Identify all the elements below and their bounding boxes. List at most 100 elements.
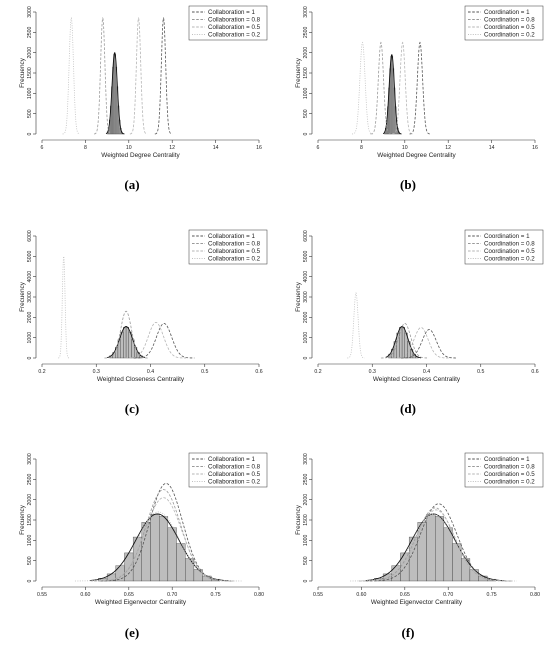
density-curve-series-4 bbox=[58, 254, 70, 359]
density-curve-series-2 bbox=[380, 323, 429, 359]
x-tick-label: 0.5 bbox=[477, 369, 484, 375]
y-tick-label: 0 bbox=[303, 356, 309, 359]
panel-caption: (b) bbox=[400, 177, 416, 192]
y-tick-label: 2500 bbox=[27, 26, 33, 38]
legend-entry: Coordination = 0.8 bbox=[484, 241, 535, 248]
legend-entry: Collaboration = 0.8 bbox=[208, 464, 261, 471]
y-axis-label: Frecuency bbox=[295, 281, 302, 312]
y-tick-label: 0 bbox=[27, 356, 33, 359]
y-tick-label: 500 bbox=[27, 109, 33, 118]
legend-entry: Collaboration = 0.5 bbox=[208, 248, 261, 255]
y-tick-label: 0 bbox=[27, 579, 33, 582]
density-curve-series-1 bbox=[154, 16, 173, 135]
y-axis-label: Frecuency bbox=[19, 57, 26, 88]
histogram-bar bbox=[125, 326, 129, 359]
legend-entry: Collaboration = 1 bbox=[208, 456, 256, 463]
x-tick-label: 8 bbox=[360, 145, 363, 151]
y-tick-label: 500 bbox=[27, 556, 33, 565]
y-tick-label: 500 bbox=[303, 109, 309, 118]
y-tick-label: 3000 bbox=[303, 453, 309, 465]
x-tick-label: 0.75 bbox=[211, 592, 221, 598]
x-tick-label: 0.2 bbox=[314, 369, 321, 375]
y-tick-label: 0 bbox=[303, 579, 309, 582]
legend-entry: Collaboration = 0.5 bbox=[208, 24, 261, 31]
histogram-bar bbox=[167, 527, 177, 582]
x-tick-label: 0.70 bbox=[443, 592, 453, 598]
histogram-bar bbox=[426, 514, 436, 582]
fit-curve bbox=[105, 52, 125, 135]
density-curve-series-2 bbox=[94, 489, 233, 582]
x-tick-label: 0.65 bbox=[124, 592, 134, 598]
panel-caption: (a) bbox=[124, 177, 139, 192]
x-tick-label: 14 bbox=[489, 145, 495, 151]
density-curve-series-2 bbox=[104, 310, 148, 359]
x-tick-label: 8 bbox=[84, 145, 87, 151]
histogram-bar bbox=[123, 326, 127, 359]
y-tick-label: 6000 bbox=[303, 230, 309, 242]
density-curve-series-3 bbox=[125, 322, 187, 359]
histogram-bar bbox=[185, 558, 195, 582]
x-tick-label: 12 bbox=[445, 145, 451, 151]
y-tick-label: 1500 bbox=[27, 514, 33, 526]
panel-caption: (d) bbox=[400, 401, 416, 416]
x-tick-label: 0.70 bbox=[167, 592, 177, 598]
chart-panel-d: 0 1000 2000 3000 4000 5000 6000 Frecuency 0.2 0.3… bbox=[295, 229, 544, 416]
y-tick-label: 1500 bbox=[303, 514, 309, 526]
histogram-bar bbox=[399, 327, 403, 359]
x-tick-label: 0.6 bbox=[255, 369, 262, 375]
x-tick-label: 0.4 bbox=[147, 369, 154, 375]
histogram-bar bbox=[150, 514, 160, 582]
y-tick-label: 1000 bbox=[27, 332, 33, 344]
histogram-bar bbox=[461, 558, 471, 582]
y-tick-label: 1000 bbox=[27, 87, 33, 99]
x-tick-label: 6 bbox=[41, 145, 44, 151]
chart-panel-f: 0 500 1000 1500 2000 2500 3000 Frecuency 0.55 0.6… bbox=[295, 452, 544, 640]
density-curve-series-1 bbox=[401, 329, 458, 359]
y-tick-label: 6000 bbox=[27, 230, 33, 242]
panel-caption: (f) bbox=[402, 625, 415, 640]
histogram-bar bbox=[469, 569, 479, 582]
y-tick-label: 3000 bbox=[27, 453, 33, 465]
y-tick-label: 2500 bbox=[303, 473, 309, 485]
chart-panel-b: 0 500 1000 1500 2000 2500 3000 Frecuency 6 8 10 12 1… bbox=[295, 5, 544, 192]
x-axis-label: Weighted Eigenvector Centrality bbox=[95, 599, 187, 606]
y-tick-label: 1000 bbox=[303, 332, 309, 344]
legend-entry: Coordination = 0.8 bbox=[484, 17, 535, 24]
x-tick-label: 0.75 bbox=[487, 592, 497, 598]
legend-entry: Coordination = 0.2 bbox=[484, 32, 535, 39]
x-tick-label: 0.80 bbox=[530, 592, 540, 598]
legend-entry: Collaboration = 0.2 bbox=[208, 32, 261, 39]
density-curve-series-2 bbox=[370, 41, 392, 135]
y-tick-label: 4000 bbox=[303, 271, 309, 283]
histogram-bar bbox=[401, 327, 405, 359]
histogram-bar bbox=[128, 331, 132, 359]
panel-caption: (e) bbox=[125, 625, 139, 640]
legend-entry: Coordination = 0.2 bbox=[484, 479, 535, 486]
density-curve-series-4 bbox=[352, 41, 373, 135]
y-tick-label: 0 bbox=[303, 132, 309, 135]
legend-entry: Coordination = 0.2 bbox=[484, 256, 535, 263]
density-curve-series-1 bbox=[133, 323, 195, 359]
y-tick-label: 3000 bbox=[27, 291, 33, 303]
x-tick-label: 0.5 bbox=[201, 369, 208, 375]
x-tick-label: 6 bbox=[317, 145, 320, 151]
legend-entry: Coordination = 1 bbox=[484, 9, 530, 16]
x-axis-label: Weighted Closeness Centrality bbox=[97, 376, 185, 383]
legend-entry: Collaboration = 1 bbox=[208, 9, 256, 16]
x-tick-label: 0.80 bbox=[254, 592, 264, 598]
density-curve-series-1 bbox=[409, 41, 431, 135]
histogram-bar bbox=[141, 522, 151, 582]
histogram-bar bbox=[435, 516, 445, 582]
histogram-bar bbox=[159, 516, 169, 582]
x-tick-label: 10 bbox=[402, 145, 408, 151]
x-tick-label: 0.3 bbox=[369, 369, 376, 375]
y-tick-label: 5000 bbox=[27, 250, 33, 262]
y-tick-label: 2000 bbox=[303, 311, 309, 323]
y-tick-label: 2000 bbox=[27, 311, 33, 323]
legend-entry: Coordination = 1 bbox=[484, 456, 530, 463]
x-tick-label: 0.60 bbox=[356, 592, 366, 598]
legend-entry: Coordination = 0.5 bbox=[484, 248, 535, 255]
y-tick-label: 2500 bbox=[303, 26, 309, 38]
x-tick-label: 16 bbox=[532, 145, 538, 151]
legend-entry: Coordination = 0.5 bbox=[484, 24, 535, 31]
